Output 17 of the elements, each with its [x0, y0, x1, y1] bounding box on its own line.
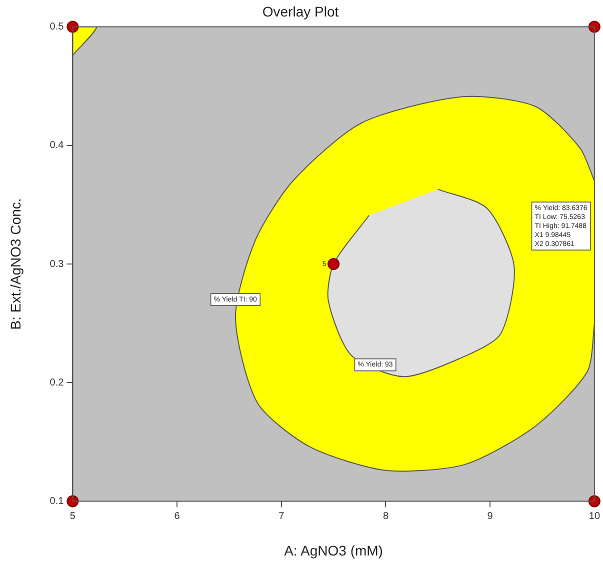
x-tick-label: 10	[588, 510, 600, 522]
point	[328, 258, 340, 270]
x-axis-title: A: AgNO3 (mM)	[284, 542, 383, 558]
y-axis-title: B: Ext./AgNO3 Conc.	[7, 198, 24, 330]
y-tick-label: 0.5	[50, 22, 64, 33]
chart-title: Overlay Plot	[262, 3, 339, 20]
x-tick-label: 8	[382, 510, 389, 522]
point	[588, 495, 600, 508]
x-tick-label: 5	[70, 510, 76, 522]
y-tick-label: 0.4	[50, 140, 64, 152]
point	[588, 20, 600, 33]
y-tick-label: 0.3	[50, 258, 64, 270]
y-tick-label: 0.2	[50, 377, 64, 388]
y-tick-label: 0.1	[50, 496, 64, 507]
x-tick-label: 6	[174, 510, 180, 522]
x-tick-label: 9	[487, 510, 494, 522]
x-tick-label: 7	[278, 510, 285, 522]
